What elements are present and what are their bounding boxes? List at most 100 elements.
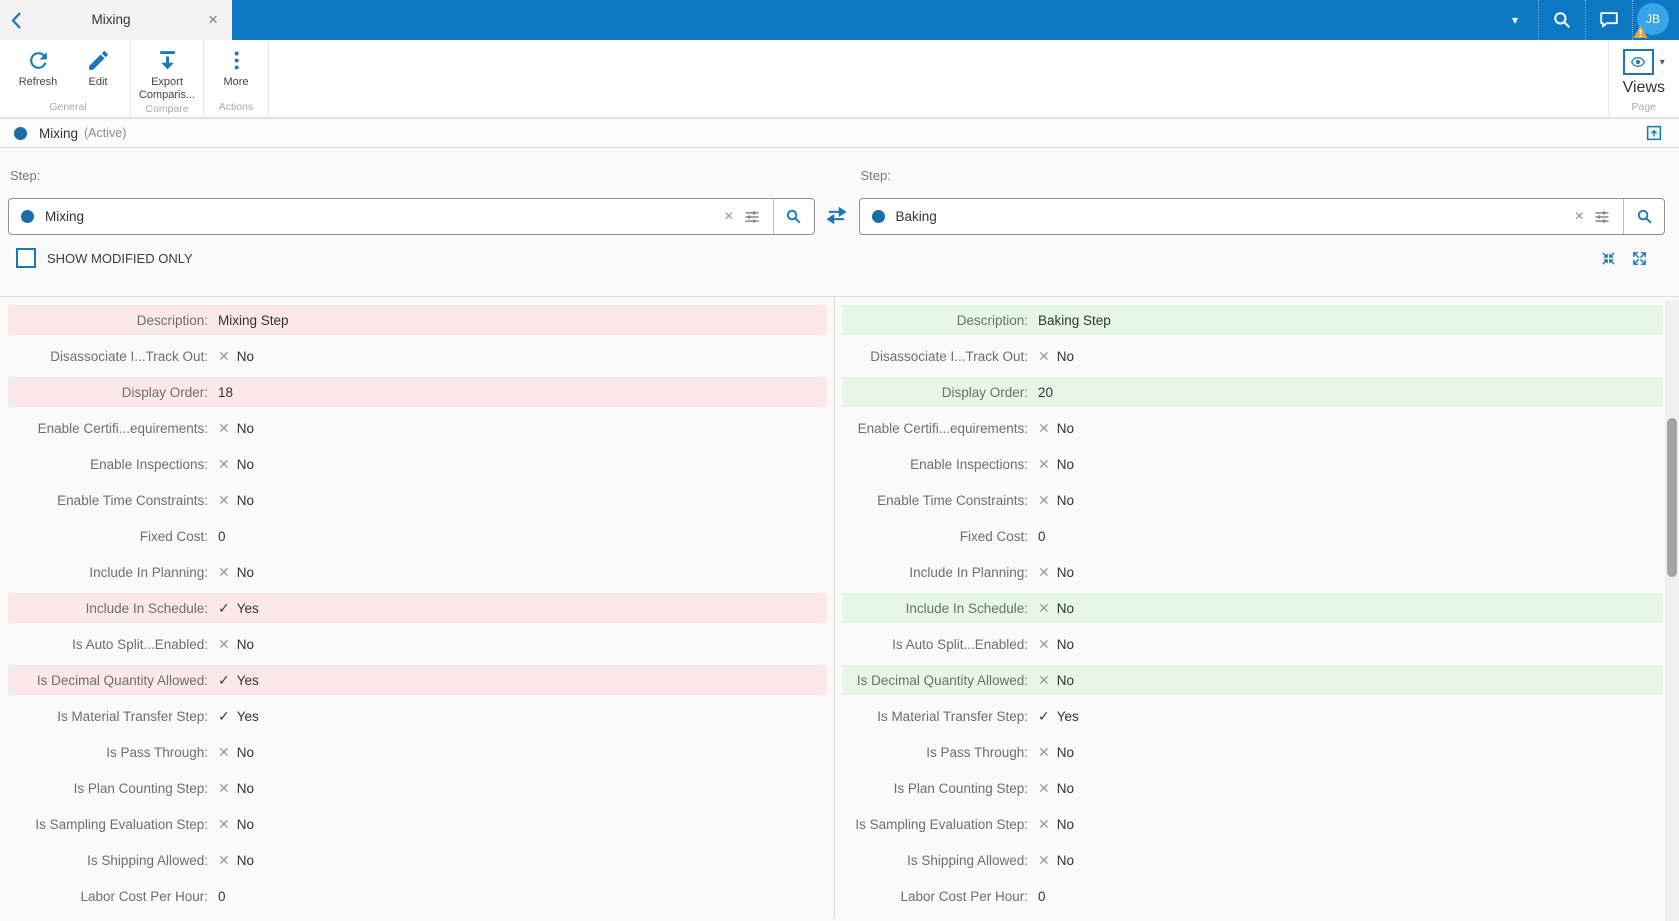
comparison-row: Is Material Transfer Step: ✓ Yes xyxy=(8,701,827,731)
field-label: Fixed Cost: xyxy=(959,528,1028,544)
field-value-text: No xyxy=(1056,564,1074,580)
swap-steps-icon[interactable] xyxy=(815,204,859,235)
comparison-row: Is Pass Through: ✕ No xyxy=(842,737,1663,767)
cross-icon: ✕ xyxy=(1038,491,1050,508)
field-value-text: No xyxy=(1056,816,1074,832)
field-value-text: 0 xyxy=(218,888,226,904)
comparison-row: Is Plan Counting Step: ✕ No xyxy=(842,773,1663,803)
cross-icon: ✕ xyxy=(218,815,230,832)
check-icon: ✓ xyxy=(218,599,230,616)
comparison-row: Is Auto Split...Enabled: ✕ No xyxy=(8,629,827,659)
comparison-row: Labor Cost Per Hour: 0 xyxy=(8,881,827,911)
field-label: Fixed Cost: xyxy=(139,528,208,544)
cross-icon: ✕ xyxy=(1038,671,1050,688)
field-value-text: Yes xyxy=(1056,708,1079,724)
edit-button[interactable]: Edit xyxy=(68,40,128,100)
scrollbar-thumb[interactable] xyxy=(1667,418,1677,577)
search-lookup-button[interactable] xyxy=(772,199,814,234)
field-value: ✕ No xyxy=(218,744,254,761)
refresh-button[interactable]: Refresh xyxy=(8,40,68,100)
field-value-text: No xyxy=(1056,456,1074,472)
search-icon[interactable] xyxy=(1538,0,1585,40)
cross-icon: ✕ xyxy=(1038,563,1050,580)
comparison-row: Is Sampling Evaluation Step: ✕ No xyxy=(8,809,827,839)
cross-icon: ✕ xyxy=(1038,743,1050,760)
right-step-input[interactable]: Baking × xyxy=(858,198,1665,235)
options-row: SHOW MODIFIED ONLY xyxy=(8,248,1665,296)
comparison-panel-right: Description: Baking Step Disassociate I...… xyxy=(842,305,1663,918)
top-navigation-bar: ▾ JB xyxy=(232,0,1679,40)
comparison-row: Is Auto Split...Enabled: ✕ No xyxy=(842,629,1663,659)
popout-panel-icon[interactable] xyxy=(1645,124,1663,142)
show-modified-only-checkbox[interactable] xyxy=(16,248,36,268)
close-tab-icon[interactable]: × xyxy=(208,10,218,29)
field-label: Description: xyxy=(956,312,1028,328)
ribbon-group-label: Compare xyxy=(145,103,189,116)
chat-icon[interactable] xyxy=(1585,0,1632,40)
panel-divider xyxy=(827,296,842,918)
field-label: Enable Certifi...equirements: xyxy=(857,420,1028,436)
comparison-row: Is Shipping Allowed: ✕ No xyxy=(842,845,1663,875)
back-button[interactable] xyxy=(6,8,32,32)
field-label: Include In Planning: xyxy=(909,564,1028,580)
left-step-selector: Step: Mixing × xyxy=(8,168,815,235)
button-label: Export Comparis... xyxy=(138,76,196,102)
field-value-text: 0 xyxy=(1038,528,1046,544)
button-label: Edit xyxy=(88,76,108,88)
field-value-text: No xyxy=(1056,672,1074,688)
field-value: 0 xyxy=(1038,529,1046,544)
field-value: ✕ No xyxy=(1038,348,1074,365)
filter-icon[interactable] xyxy=(1593,208,1611,226)
field-label: Step: xyxy=(10,168,41,183)
field-value: ✓ Yes xyxy=(218,708,259,725)
button-label: Refresh xyxy=(18,76,58,88)
selected-value: Mixing xyxy=(45,209,85,224)
record-header: Mixing (Active) xyxy=(0,118,1679,148)
tab-title[interactable]: Mixing xyxy=(91,12,131,27)
status-dot-icon xyxy=(14,126,27,140)
export-comparison-button[interactable]: Export Comparis... xyxy=(133,40,201,102)
more-button[interactable]: More xyxy=(206,40,266,100)
user-menu[interactable]: JB xyxy=(1632,0,1679,40)
more-dots-icon xyxy=(224,48,249,74)
cross-icon: ✕ xyxy=(1038,347,1050,364)
field-value: ✕ No xyxy=(218,780,254,797)
clear-icon[interactable]: × xyxy=(1574,207,1584,225)
field-label: Include In Schedule: xyxy=(905,600,1028,616)
field-value: ✕ No xyxy=(1038,420,1074,437)
search-lookup-button[interactable] xyxy=(1623,199,1664,234)
field-label: Enable Inspections: xyxy=(910,456,1028,472)
field-value-text: Yes xyxy=(236,672,259,688)
left-step-input[interactable]: Mixing × xyxy=(8,198,815,235)
cross-icon: ✕ xyxy=(1038,455,1050,472)
field-label: Labor Cost Per Hour: xyxy=(80,888,208,904)
field-label: Is Plan Counting Step: xyxy=(73,780,208,796)
field-value: ✓ Yes xyxy=(218,600,259,617)
warning-icon xyxy=(1632,24,1649,40)
vertical-scrollbar xyxy=(1665,300,1679,921)
views-button[interactable]: ▾ xyxy=(1622,40,1665,75)
field-label: Display Order: xyxy=(941,384,1028,400)
check-icon: ✓ xyxy=(1038,707,1050,724)
title-bar: Mixing × ▾ JB xyxy=(0,0,1679,40)
field-value: ✕ No xyxy=(218,348,254,365)
field-value-text: No xyxy=(236,348,254,364)
field-value-text: Yes xyxy=(236,708,259,724)
clear-icon[interactable]: × xyxy=(724,207,734,225)
collapse-all-icon[interactable] xyxy=(1600,250,1617,267)
dropdown-caret-icon[interactable]: ▾ xyxy=(1511,13,1519,27)
views-caret-icon[interactable]: ▾ xyxy=(1659,56,1665,68)
field-value: ✕ No xyxy=(218,636,254,653)
filter-icon[interactable] xyxy=(743,208,761,226)
cross-icon: ✕ xyxy=(1038,599,1050,616)
field-value-text: No xyxy=(1056,852,1074,868)
field-label: Is Auto Split...Enabled: xyxy=(72,636,208,652)
comparison-row: Labor Cost Per Hour: 0 xyxy=(842,881,1663,911)
field-value: ✕ No xyxy=(1038,672,1074,689)
field-value-text: No xyxy=(236,816,254,832)
field-label: Disassociate I...Track Out: xyxy=(870,348,1028,364)
expand-all-icon[interactable] xyxy=(1631,250,1648,267)
cross-icon: ✕ xyxy=(218,563,230,580)
comparison-row: Fixed Cost: 0 xyxy=(842,521,1663,551)
right-step-selector: Step: Baking × xyxy=(858,168,1665,235)
